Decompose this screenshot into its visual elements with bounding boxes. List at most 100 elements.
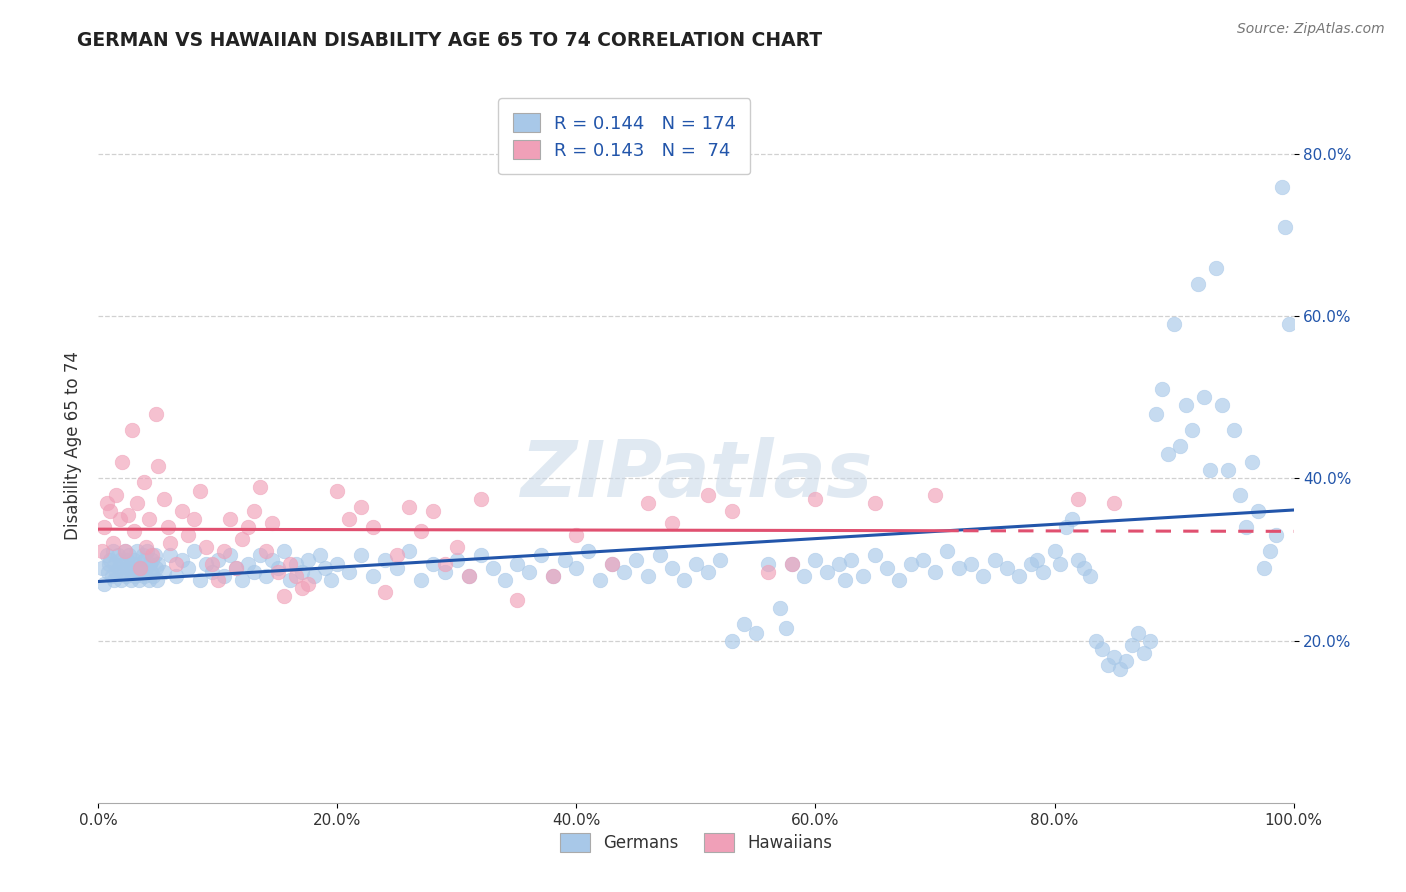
Text: ZIPatlas: ZIPatlas [520,436,872,513]
Point [339,565,361,579]
Point [219,549,242,563]
Point [602,557,624,571]
Point [124,524,146,538]
Point [446,541,468,555]
Point [865,549,887,563]
Point [104,557,127,571]
Point [398,544,420,558]
Point [565,528,588,542]
Point [139,565,162,579]
Point [207,552,229,566]
Point [775,622,797,636]
Point [733,617,755,632]
Point [1043,544,1066,558]
Point [1097,657,1119,672]
Point [1144,407,1167,421]
Point [1216,463,1239,477]
Point [1199,463,1222,477]
Text: GERMAN VS HAWAIIAN DISABILITY AGE 65 TO 74 CORRELATION CHART: GERMAN VS HAWAIIAN DISABILITY AGE 65 TO … [77,31,823,50]
Point [110,573,132,587]
Point [481,560,505,574]
Point [267,565,290,579]
Point [98,504,122,518]
Point [1121,638,1143,652]
Point [125,544,148,558]
Point [1274,220,1296,235]
Point [284,568,307,582]
Point [129,560,152,574]
Point [721,633,744,648]
Point [125,496,148,510]
Point [1133,646,1156,660]
Point [398,500,420,514]
Point [117,560,139,574]
Point [132,475,155,490]
Point [207,573,229,587]
Point [530,549,553,563]
Point [865,496,887,510]
Point [195,557,218,571]
Point [159,536,181,550]
Point [1229,488,1251,502]
Point [1163,318,1185,332]
Point [470,549,492,563]
Point [697,488,720,502]
Point [302,568,325,582]
Point [138,573,160,587]
Point [188,573,211,587]
Point [1080,568,1102,582]
Point [153,491,176,506]
Point [165,568,187,582]
Point [889,573,911,587]
Point [1109,662,1132,676]
Point [1139,633,1161,648]
Point [1175,399,1198,413]
Point [96,549,118,563]
Point [321,573,343,587]
Point [768,601,790,615]
Point [1271,179,1294,194]
Point [363,568,385,582]
Point [661,516,683,530]
Point [578,544,600,558]
Point [172,552,194,566]
Point [936,544,959,558]
Point [291,565,314,579]
Point [284,557,307,571]
Point [385,560,409,574]
Point [613,565,636,579]
Point [93,520,115,534]
Point [243,504,266,518]
Point [148,459,170,474]
Point [721,504,744,518]
Point [291,581,314,595]
Point [139,557,162,571]
Point [278,557,301,571]
Point [153,565,176,579]
Point [541,568,564,582]
Point [172,504,194,518]
Point [1234,520,1257,534]
Point [1056,520,1078,534]
Y-axis label: Disability Age 65 to 74: Disability Age 65 to 74 [63,351,82,541]
Point [231,533,253,547]
Point [101,536,124,550]
Point [589,573,612,587]
Point [434,565,457,579]
Point [1240,455,1263,469]
Point [115,552,138,566]
Point [297,577,319,591]
Point [948,560,970,574]
Point [984,552,1007,566]
Point [156,520,179,534]
Point [96,496,118,510]
Point [385,549,409,563]
Point [434,557,457,571]
Point [363,520,385,534]
Point [709,552,731,566]
Point [124,552,146,566]
Point [1067,491,1090,506]
Point [120,573,142,587]
Point [260,552,283,566]
Point [339,512,361,526]
